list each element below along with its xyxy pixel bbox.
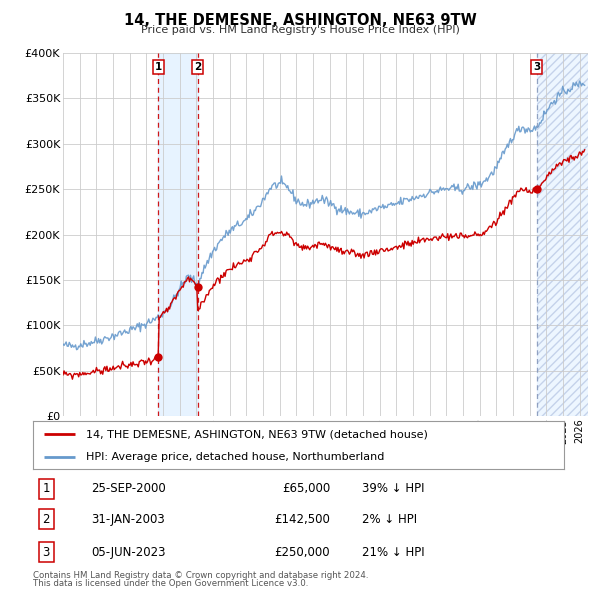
Text: 2: 2 [194, 62, 201, 72]
Text: 2% ↓ HPI: 2% ↓ HPI [362, 513, 418, 526]
Text: 2: 2 [43, 513, 50, 526]
Text: 1: 1 [43, 483, 50, 496]
Text: 14, THE DEMESNE, ASHINGTON, NE63 9TW (detached house): 14, THE DEMESNE, ASHINGTON, NE63 9TW (de… [86, 429, 428, 439]
Text: HPI: Average price, detached house, Northumberland: HPI: Average price, detached house, Nort… [86, 452, 385, 462]
Text: Price paid vs. HM Land Registry's House Price Index (HPI): Price paid vs. HM Land Registry's House … [140, 25, 460, 35]
Text: 3: 3 [43, 546, 50, 559]
Bar [158, 53, 197, 416]
Bar [536, 53, 596, 416]
Text: £65,000: £65,000 [282, 483, 331, 496]
Text: 39% ↓ HPI: 39% ↓ HPI [362, 483, 425, 496]
Text: This data is licensed under the Open Government Licence v3.0.: This data is licensed under the Open Gov… [33, 579, 308, 588]
Text: 31-JAN-2003: 31-JAN-2003 [91, 513, 165, 526]
Text: 21% ↓ HPI: 21% ↓ HPI [362, 546, 425, 559]
Text: 1: 1 [155, 62, 162, 72]
Text: 14, THE DEMESNE, ASHINGTON, NE63 9TW: 14, THE DEMESNE, ASHINGTON, NE63 9TW [124, 13, 476, 28]
Text: Contains HM Land Registry data © Crown copyright and database right 2024.: Contains HM Land Registry data © Crown c… [33, 571, 368, 580]
Text: 3: 3 [533, 62, 540, 72]
Text: 25-SEP-2000: 25-SEP-2000 [91, 483, 166, 496]
Bar [536, 53, 596, 416]
Text: £250,000: £250,000 [275, 546, 331, 559]
Text: 05-JUN-2023: 05-JUN-2023 [91, 546, 166, 559]
Text: £142,500: £142,500 [274, 513, 331, 526]
